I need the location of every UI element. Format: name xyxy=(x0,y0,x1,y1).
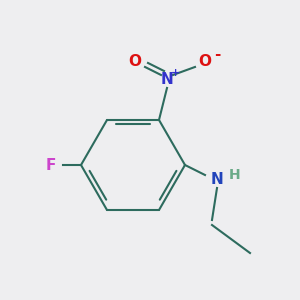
Text: -: - xyxy=(214,47,220,62)
Text: +: + xyxy=(171,68,181,78)
Text: N: N xyxy=(211,172,224,188)
Text: F: F xyxy=(46,158,56,172)
Text: O: O xyxy=(128,55,142,70)
Text: N: N xyxy=(160,73,173,88)
Text: O: O xyxy=(199,55,212,70)
Text: H: H xyxy=(229,168,241,182)
